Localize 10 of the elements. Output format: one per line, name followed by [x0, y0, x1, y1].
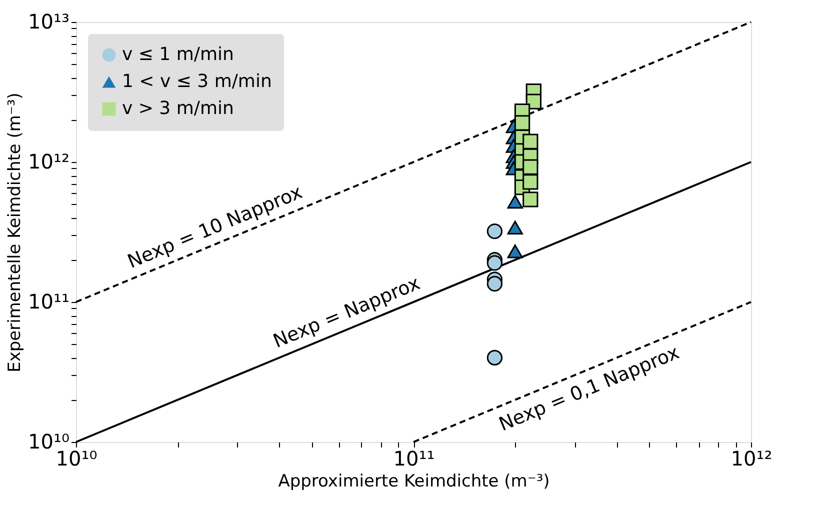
y-tick-label: 10¹¹ — [28, 290, 70, 314]
y-tick-label: 10¹² — [28, 150, 70, 174]
x-tick-label: 10¹² — [730, 446, 772, 470]
y-axis-title: Experimentelle Keimdichte (m⁻³) — [5, 92, 26, 372]
y-tick-label: 10¹³ — [28, 10, 70, 34]
x-axis-title: Approximierte Keimdichte (m⁻³) — [278, 472, 550, 492]
legend-label: v ≤ 1 m/min — [122, 44, 234, 65]
legend-label: v > 3 m/min — [122, 98, 234, 119]
legend-label: 1 < v ≤ 3 m/min — [122, 71, 272, 92]
x-tick-label: 10¹¹ — [393, 446, 435, 470]
